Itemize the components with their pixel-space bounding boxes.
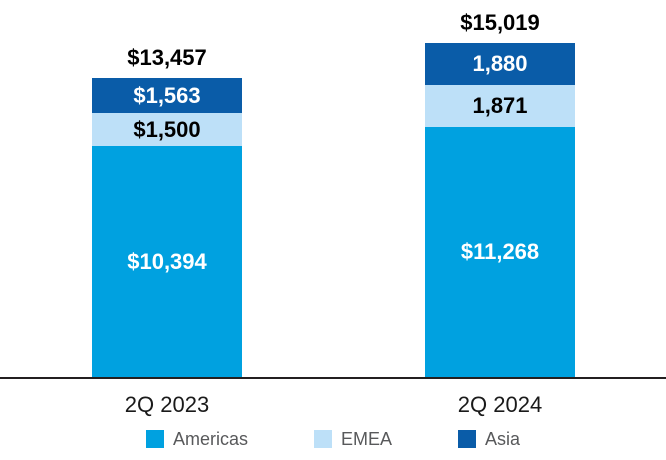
x-axis-label-2q2023: 2Q 2023 bbox=[124, 392, 210, 417]
legend-swatch-emea bbox=[313, 430, 332, 448]
chart-legend: Americas EMEA Asia bbox=[0, 430, 666, 448]
legend-swatch-asia bbox=[458, 430, 476, 448]
legend-item-emea: EMEA bbox=[313, 429, 392, 449]
bar-group-2q2023: $13,457 $1,563 $1,500 $10,394 bbox=[92, 47, 242, 377]
bar-group-2q2024: $15,019 1,880 1,871 $11,268 bbox=[425, 12, 575, 377]
bar-stack-2q2024: 1,880 1,871 $11,268 bbox=[425, 43, 575, 377]
legend-item-americas: Americas bbox=[145, 429, 248, 449]
segment-value-label: $1,563 bbox=[133, 82, 201, 108]
x-axis-line bbox=[0, 377, 666, 379]
total-label-2q2024: $15,019 bbox=[460, 10, 540, 35]
legend-label-americas: Americas bbox=[172, 429, 248, 449]
segment-value-label: 1,880 bbox=[472, 51, 528, 76]
segment-emea-2q2024: 1,871 bbox=[425, 85, 575, 127]
legend-swatch-americas bbox=[145, 430, 164, 448]
segment-value-label: $11,268 bbox=[460, 239, 540, 264]
segment-americas-2q2023: $10,394 bbox=[92, 146, 242, 377]
segment-emea-2q2023: $1,500 bbox=[92, 113, 242, 146]
segment-value-label: 1,871 bbox=[472, 93, 528, 118]
legend-label-asia: Asia bbox=[485, 429, 521, 449]
segment-asia-2q2023: $1,563 bbox=[92, 78, 242, 113]
segment-asia-2q2024: 1,880 bbox=[425, 43, 575, 85]
legend-item-asia: Asia bbox=[458, 430, 520, 448]
segment-value-label: $10,394 bbox=[127, 248, 207, 274]
total-label-2q2023: $13,457 bbox=[127, 45, 207, 70]
legend-label-emea: EMEA bbox=[340, 429, 392, 449]
x-axis-label-2q2024: 2Q 2024 bbox=[457, 392, 543, 417]
segment-value-label: $1,500 bbox=[133, 116, 201, 142]
segment-americas-2q2024: $11,268 bbox=[425, 127, 575, 377]
bar-stack-2q2023: $1,563 $1,500 $10,394 bbox=[92, 78, 242, 377]
